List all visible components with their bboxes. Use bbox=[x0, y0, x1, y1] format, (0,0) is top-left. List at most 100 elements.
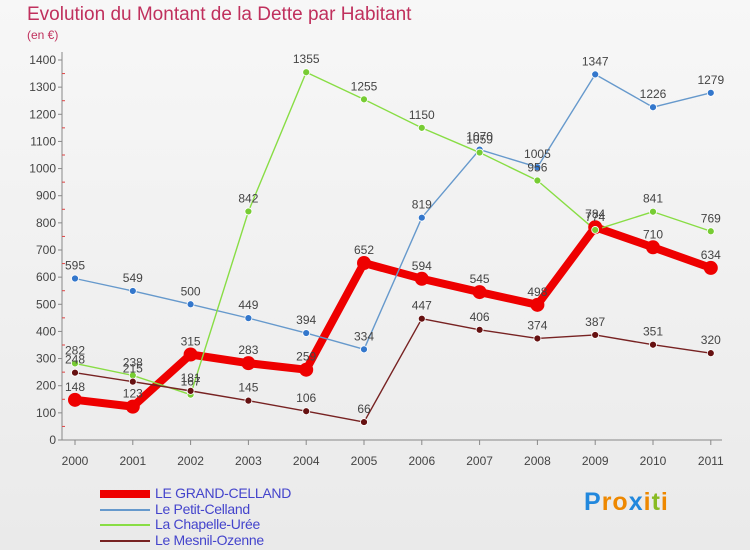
y-tick-label: 900 bbox=[36, 189, 56, 203]
data-point bbox=[706, 227, 715, 236]
data-label: 248 bbox=[65, 353, 85, 367]
data-point bbox=[302, 329, 311, 337]
data-label: 282 bbox=[65, 343, 85, 357]
data-label: 594 bbox=[412, 259, 432, 273]
x-tick-label: 2000 bbox=[62, 454, 89, 468]
data-point bbox=[125, 399, 140, 414]
data-label: 123 bbox=[123, 387, 143, 401]
x-tick-label: 2003 bbox=[235, 454, 262, 468]
data-label: 387 bbox=[585, 315, 605, 329]
chart-subtitle: (en €) bbox=[27, 28, 59, 42]
y-tick-label: 700 bbox=[36, 243, 56, 257]
x-tick-label: 2001 bbox=[119, 454, 146, 468]
data-label: 145 bbox=[238, 381, 258, 395]
y-tick-label: 600 bbox=[36, 270, 56, 284]
data-point bbox=[360, 345, 368, 354]
data-label: 315 bbox=[181, 335, 201, 349]
data-point bbox=[533, 163, 542, 172]
x-tick-label: 2010 bbox=[640, 454, 667, 468]
data-label: 106 bbox=[296, 391, 316, 405]
data-label: 238 bbox=[123, 355, 143, 369]
data-label: 148 bbox=[65, 380, 85, 394]
data-point bbox=[591, 331, 600, 339]
logo-letter: x bbox=[628, 488, 644, 516]
data-point bbox=[591, 226, 600, 234]
data-point bbox=[703, 260, 718, 275]
x-tick-label: 2007 bbox=[466, 454, 493, 468]
data-point bbox=[71, 359, 79, 368]
logo-letter: o bbox=[612, 488, 629, 516]
data-point bbox=[244, 396, 253, 405]
series-line-0 bbox=[71, 223, 715, 411]
data-point bbox=[475, 325, 484, 334]
series-line-1 bbox=[74, 73, 712, 351]
data-label: 181 bbox=[181, 371, 201, 385]
data-point bbox=[646, 240, 660, 255]
proxiti-logo: Proxiti bbox=[584, 488, 669, 517]
data-point bbox=[649, 340, 657, 349]
data-point bbox=[299, 362, 314, 377]
data-label: 447 bbox=[412, 299, 432, 313]
data-point bbox=[414, 271, 429, 286]
y-tick-label: 100 bbox=[36, 406, 56, 420]
data-label: 167 bbox=[181, 375, 201, 389]
data-label: 215 bbox=[123, 362, 143, 376]
y-tick-label: 1300 bbox=[29, 80, 56, 94]
legend-label: Le Petit-Celland bbox=[155, 500, 250, 517]
y-tick-label: 1100 bbox=[30, 134, 56, 148]
legend-swatch bbox=[100, 508, 150, 511]
data-label: 1059 bbox=[466, 133, 493, 147]
chart-title: Evolution du Montant de la Dette par Hab… bbox=[27, 4, 412, 25]
y-tick-label: 500 bbox=[36, 297, 56, 311]
data-point bbox=[183, 347, 198, 362]
data-label: 769 bbox=[701, 211, 721, 225]
legend-label: Le Mesnil-Ozenne bbox=[155, 531, 264, 548]
data-label: 710 bbox=[643, 227, 663, 241]
data-point bbox=[360, 418, 368, 426]
data-point bbox=[244, 314, 253, 323]
data-point bbox=[475, 148, 484, 157]
data-label: 774 bbox=[585, 210, 605, 224]
data-label: 652 bbox=[354, 243, 374, 257]
y-tick-label: 400 bbox=[36, 324, 56, 338]
data-point bbox=[302, 407, 311, 416]
y-tick-label: 300 bbox=[36, 352, 56, 366]
y-tick-label: 1400 bbox=[29, 53, 56, 67]
x-tick-label: 2006 bbox=[408, 454, 435, 468]
y-tick-label: 1000 bbox=[29, 162, 56, 176]
logo-letter: t bbox=[651, 488, 661, 516]
data-point bbox=[649, 207, 657, 216]
series-line-2 bbox=[74, 71, 712, 396]
data-label: 283 bbox=[238, 343, 258, 357]
data-point bbox=[649, 103, 657, 112]
data-label: 449 bbox=[238, 298, 258, 312]
data-point bbox=[241, 356, 256, 371]
data-point bbox=[533, 334, 542, 343]
data-point bbox=[591, 70, 600, 79]
data-point bbox=[128, 377, 137, 386]
logo-letter: i bbox=[660, 488, 669, 516]
data-label: 819 bbox=[412, 198, 432, 212]
x-tick-label: 2005 bbox=[351, 454, 378, 468]
legend-label: LE GRAND-CELLAND bbox=[155, 485, 292, 501]
data-label: 334 bbox=[354, 329, 374, 343]
y-tick-label: 200 bbox=[36, 379, 56, 393]
data-label: 406 bbox=[470, 310, 490, 324]
data-label: 634 bbox=[701, 248, 721, 262]
data-label: 351 bbox=[643, 325, 663, 339]
x-tick-label: 2009 bbox=[582, 454, 609, 468]
data-label: 1279 bbox=[697, 73, 724, 87]
x-tick-label: 2004 bbox=[293, 454, 320, 468]
data-point bbox=[417, 314, 426, 323]
y-tick-label: 1200 bbox=[29, 107, 56, 121]
data-point bbox=[71, 368, 79, 377]
data-label: 320 bbox=[701, 333, 721, 347]
data-label: 500 bbox=[181, 284, 201, 298]
data-label: 841 bbox=[643, 192, 663, 206]
data-label: 595 bbox=[65, 259, 85, 273]
data-label: 1355 bbox=[293, 52, 320, 66]
data-label: 1005 bbox=[524, 147, 551, 161]
data-point bbox=[417, 123, 426, 132]
data-label: 956 bbox=[527, 161, 547, 175]
